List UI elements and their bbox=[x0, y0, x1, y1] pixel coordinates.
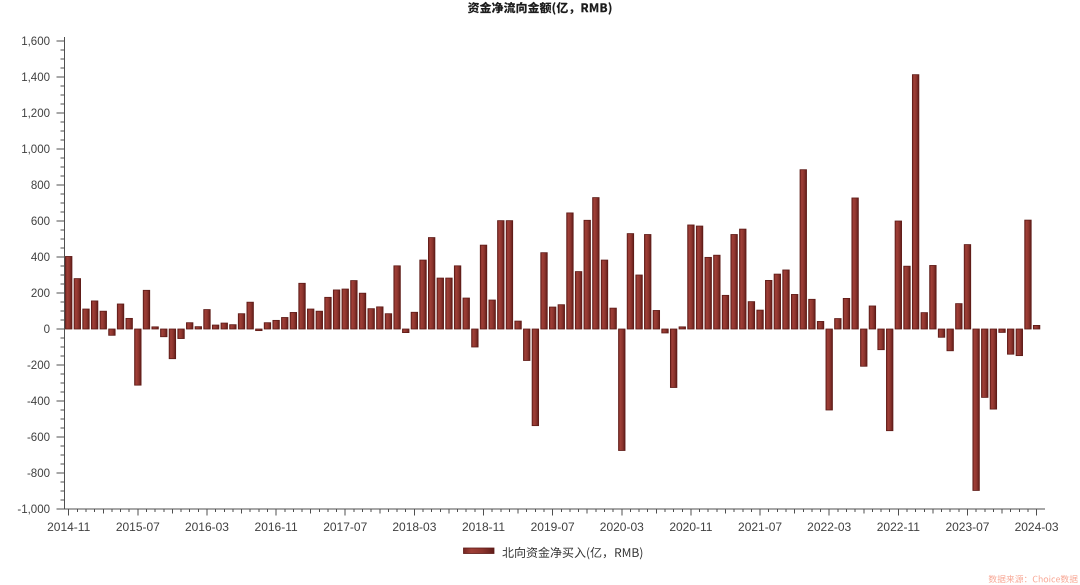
svg-text:1,600: 1,600 bbox=[21, 36, 50, 48]
svg-text:-400: -400 bbox=[27, 396, 50, 408]
svg-text:-600: -600 bbox=[27, 432, 50, 444]
svg-text:2022-03: 2022-03 bbox=[807, 520, 851, 534]
svg-text:2024-03: 2024-03 bbox=[1015, 520, 1059, 534]
svg-text:2018-11: 2018-11 bbox=[462, 520, 505, 534]
svg-text:-800: -800 bbox=[27, 468, 50, 480]
svg-text:2015-07: 2015-07 bbox=[116, 520, 160, 534]
svg-text:200: 200 bbox=[31, 288, 50, 300]
svg-text:1,200: 1,200 bbox=[21, 108, 50, 120]
svg-text:2017-07: 2017-07 bbox=[323, 520, 367, 534]
svg-text:400: 400 bbox=[31, 252, 50, 264]
svg-text:-200: -200 bbox=[27, 360, 50, 372]
svg-text:2019-07: 2019-07 bbox=[531, 520, 575, 534]
svg-text:1,000: 1,000 bbox=[21, 144, 50, 156]
svg-text:2014-11: 2014-11 bbox=[47, 520, 90, 534]
svg-text:2021-07: 2021-07 bbox=[738, 520, 782, 534]
svg-text:1,400: 1,400 bbox=[21, 72, 50, 84]
svg-text:0: 0 bbox=[44, 324, 50, 336]
svg-text:-1,000: -1,000 bbox=[17, 504, 50, 516]
svg-text:800: 800 bbox=[31, 180, 50, 192]
svg-text:2020-03: 2020-03 bbox=[600, 520, 644, 534]
svg-text:2023-07: 2023-07 bbox=[945, 520, 989, 534]
svg-text:2022-11: 2022-11 bbox=[877, 520, 920, 534]
svg-text:2020-11: 2020-11 bbox=[669, 520, 712, 534]
svg-text:2016-11: 2016-11 bbox=[255, 520, 298, 534]
svg-text:2018-03: 2018-03 bbox=[392, 520, 436, 534]
svg-text:2016-03: 2016-03 bbox=[185, 520, 229, 534]
svg-text:600: 600 bbox=[31, 216, 50, 228]
